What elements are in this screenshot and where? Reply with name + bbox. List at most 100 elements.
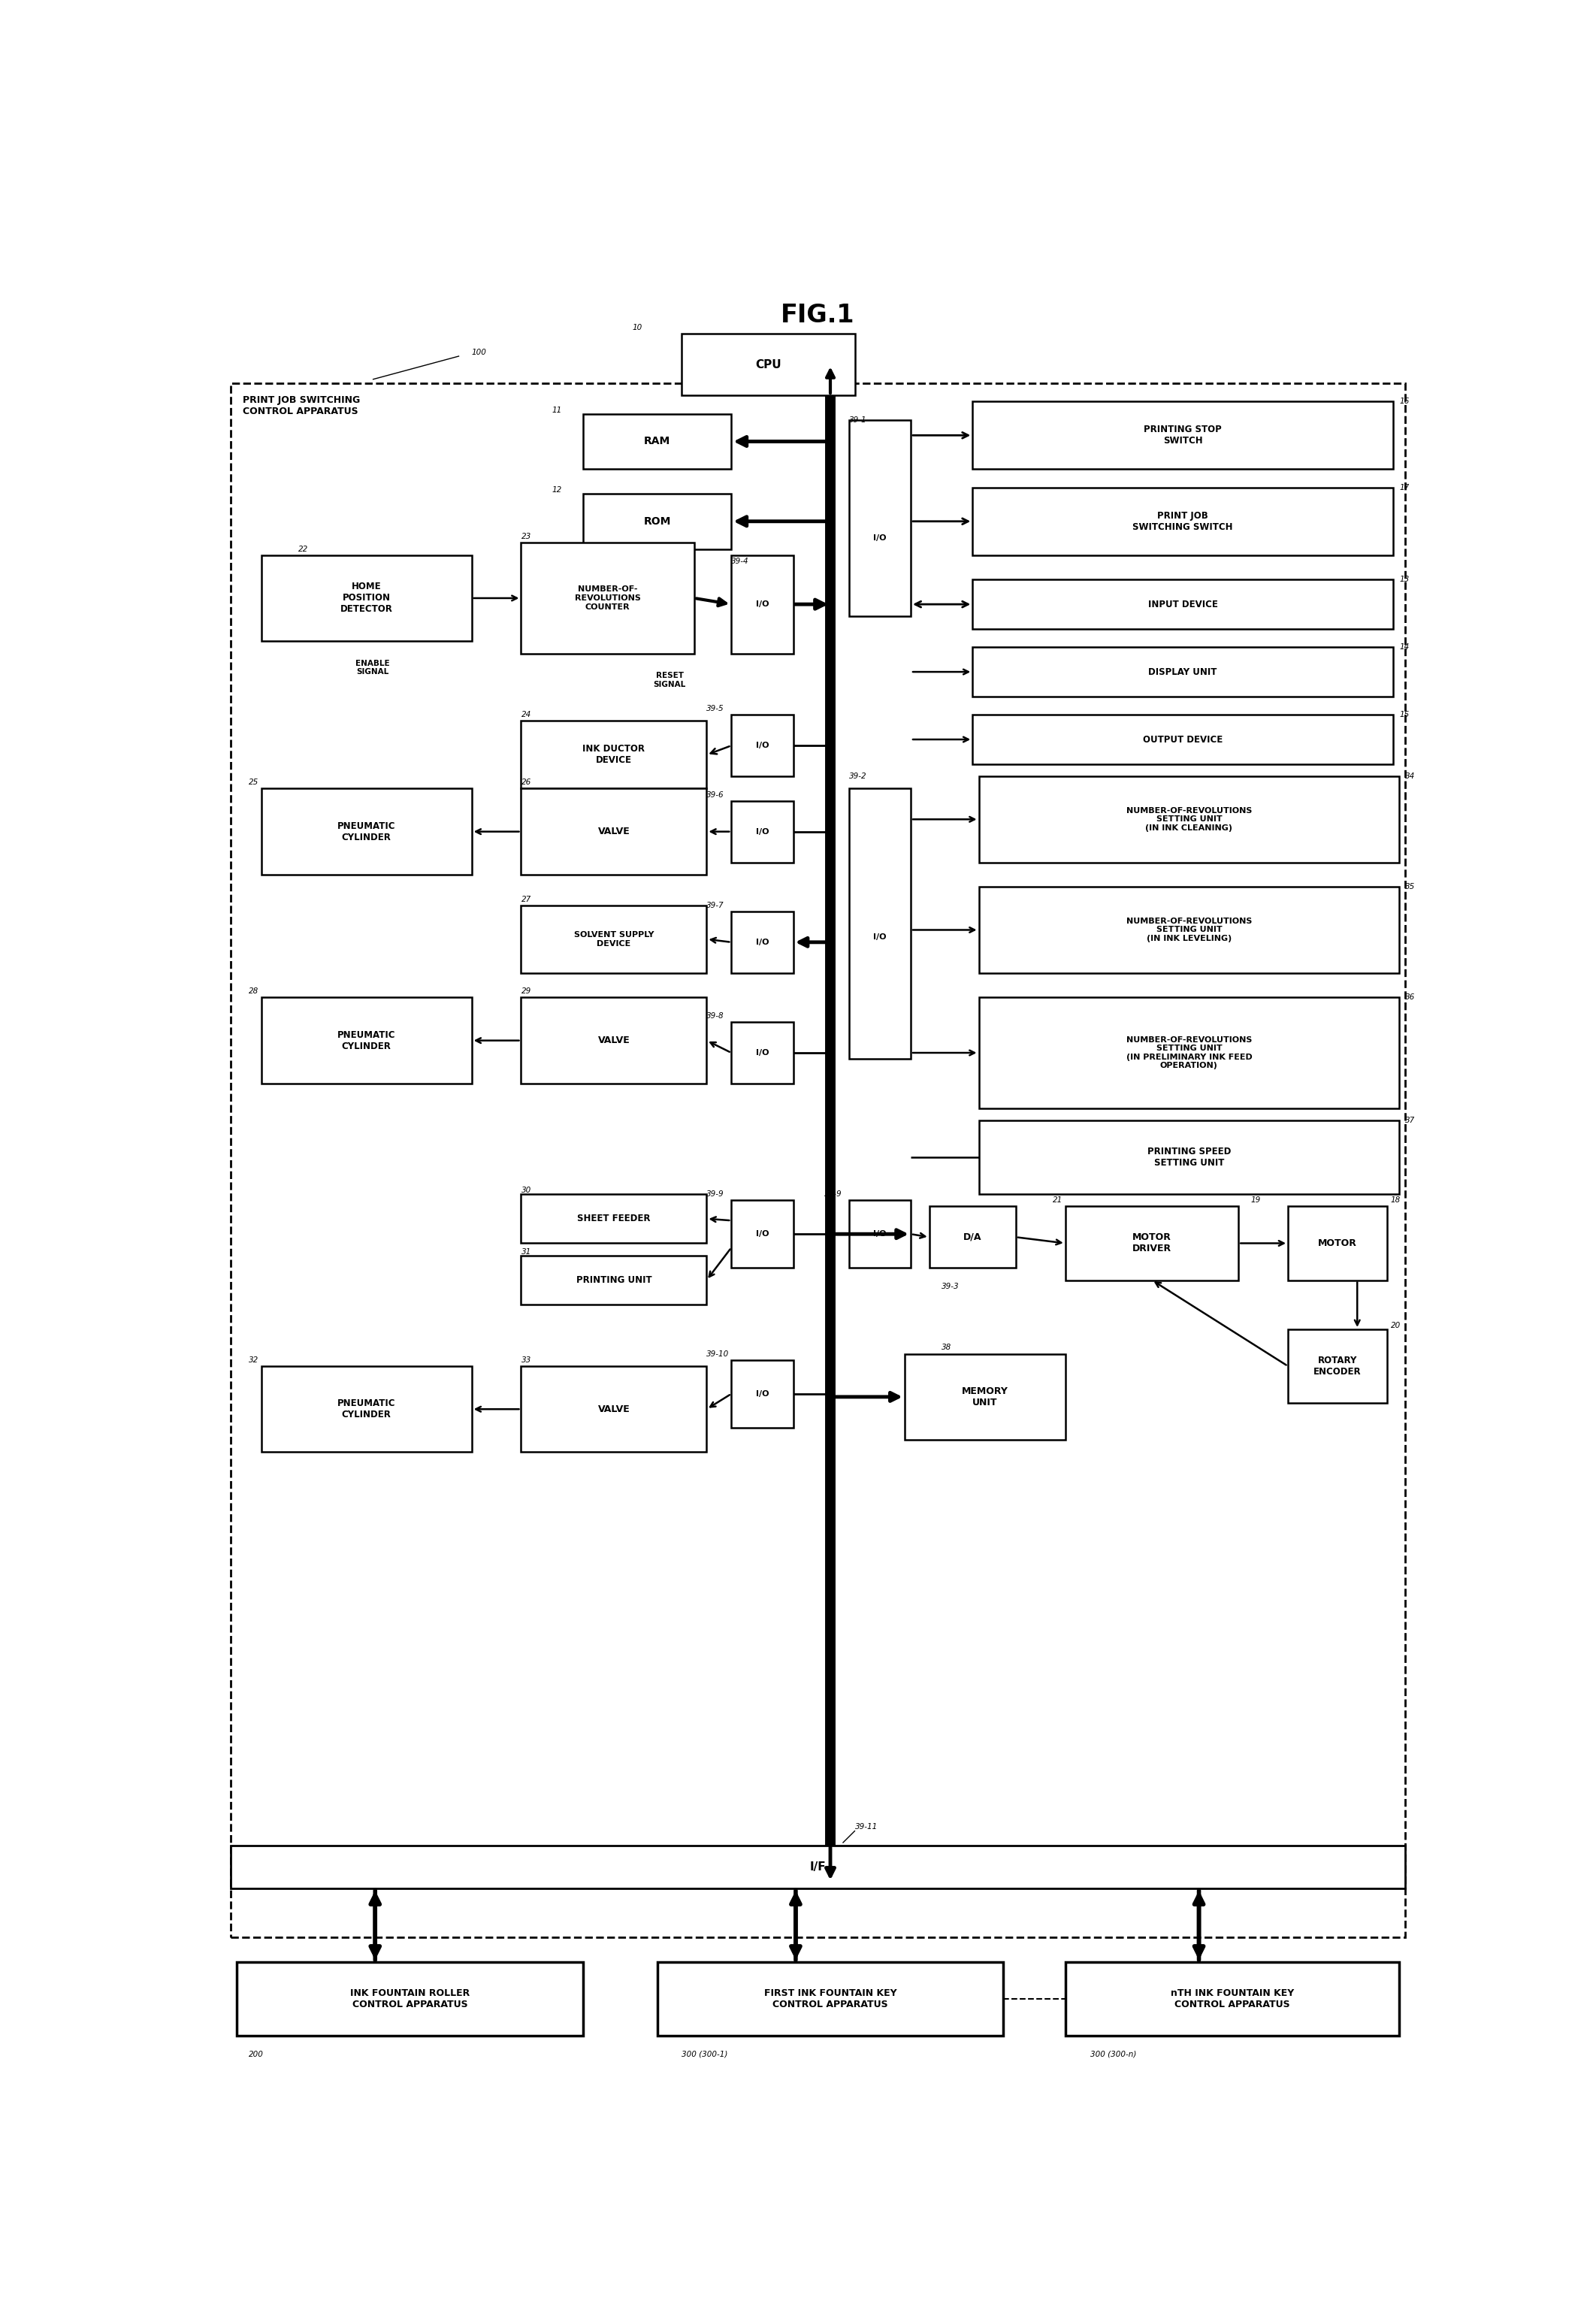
Text: RAM: RAM: [643, 437, 670, 446]
Text: 29: 29: [520, 987, 531, 996]
Text: CPU: CPU: [755, 360, 782, 369]
Bar: [978, 776, 1400, 861]
Bar: [905, 1354, 1066, 1440]
Bar: [681, 334, 855, 395]
Text: 26: 26: [520, 778, 531, 787]
Text: 11: 11: [552, 406, 562, 413]
Text: NUMBER-OF-REVOLUTIONS
SETTING UNIT
(IN INK LEVELING): NUMBER-OF-REVOLUTIONS SETTING UNIT (IN I…: [1127, 917, 1251, 943]
Text: 20: 20: [1390, 1321, 1401, 1331]
Text: 35: 35: [1406, 882, 1416, 892]
Bar: [520, 998, 707, 1084]
Text: PNEUMATIC
CYLINDER: PNEUMATIC CYLINDER: [337, 1031, 396, 1052]
Bar: [236, 1962, 583, 2036]
Text: OUTPUT DEVICE: OUTPUT DEVICE: [1143, 734, 1223, 745]
Text: 17: 17: [1400, 483, 1409, 492]
Text: 39-5: 39-5: [707, 706, 725, 713]
Bar: [731, 715, 793, 776]
Text: NUMBER-OF-REVOLUTIONS
SETTING UNIT
(IN PRELIMINARY INK FEED
OPERATION): NUMBER-OF-REVOLUTIONS SETTING UNIT (IN P…: [1127, 1036, 1251, 1070]
Text: HOME
POSITION
DETECTOR: HOME POSITION DETECTOR: [340, 583, 393, 615]
Text: FIRST INK FOUNTAIN KEY
CONTROL APPARATUS: FIRST INK FOUNTAIN KEY CONTROL APPARATUS: [764, 1988, 897, 2009]
Bar: [1288, 1328, 1387, 1402]
Text: 36: 36: [1406, 994, 1416, 1001]
Bar: [262, 998, 472, 1084]
Bar: [520, 906, 707, 973]
Bar: [731, 1200, 793, 1268]
Text: PRINT JOB SWITCHING
CONTROL APPARATUS: PRINT JOB SWITCHING CONTROL APPARATUS: [243, 395, 361, 416]
Text: 13: 13: [1400, 576, 1409, 583]
Bar: [972, 488, 1393, 555]
Text: 39-2: 39-2: [849, 773, 867, 780]
Bar: [978, 887, 1400, 973]
Bar: [731, 1022, 793, 1084]
Text: VALVE: VALVE: [598, 1405, 630, 1414]
Bar: [972, 402, 1393, 469]
Text: I/O: I/O: [757, 1231, 769, 1238]
Bar: [262, 789, 472, 875]
Text: DISPLAY UNIT: DISPLAY UNIT: [1149, 666, 1218, 676]
Text: 39-11: 39-11: [855, 1823, 878, 1830]
Text: 34: 34: [1406, 773, 1416, 780]
Text: 37: 37: [1406, 1117, 1416, 1124]
Bar: [583, 495, 731, 548]
Bar: [262, 1365, 472, 1451]
Text: PRINTING STOP
SWITCH: PRINTING STOP SWITCH: [1144, 425, 1223, 446]
Bar: [731, 913, 793, 973]
Bar: [658, 1962, 1004, 2036]
Bar: [520, 543, 694, 652]
Text: SOLVENT SUPPLY
DEVICE: SOLVENT SUPPLY DEVICE: [575, 931, 654, 947]
Text: 19: 19: [1251, 1196, 1261, 1205]
Text: nTH INK FOUNTAIN KEY
CONTROL APPARATUS: nTH INK FOUNTAIN KEY CONTROL APPARATUS: [1170, 1988, 1294, 2009]
Text: 22: 22: [298, 546, 308, 553]
Text: VALVE: VALVE: [598, 827, 630, 836]
Text: 39-3: 39-3: [942, 1282, 959, 1291]
Text: 23: 23: [520, 534, 531, 541]
Text: 38: 38: [942, 1344, 951, 1351]
Text: 16: 16: [1400, 397, 1409, 406]
Bar: [1066, 1962, 1400, 2036]
Text: 200: 200: [249, 2050, 263, 2057]
Bar: [849, 1200, 911, 1268]
Text: NUMBER-OF-REVOLUTIONS
SETTING UNIT
(IN INK CLEANING): NUMBER-OF-REVOLUTIONS SETTING UNIT (IN I…: [1127, 806, 1251, 831]
Bar: [849, 420, 911, 618]
Bar: [731, 555, 793, 652]
Text: MEMORY
UNIT: MEMORY UNIT: [962, 1386, 1009, 1407]
Text: 31: 31: [520, 1249, 531, 1256]
Text: D/A: D/A: [964, 1233, 982, 1242]
Text: 39-9: 39-9: [707, 1191, 725, 1198]
Text: 33: 33: [520, 1356, 531, 1363]
Bar: [731, 801, 793, 861]
Text: ROTARY
ENCODER: ROTARY ENCODER: [1314, 1356, 1361, 1377]
Text: 100: 100: [472, 348, 487, 355]
Text: 39-10: 39-10: [707, 1349, 729, 1358]
Text: 18: 18: [1390, 1196, 1401, 1205]
Text: FIG.1: FIG.1: [780, 304, 855, 327]
Text: 15: 15: [1400, 711, 1409, 717]
Text: 39-6: 39-6: [707, 792, 725, 799]
Text: I/O: I/O: [757, 601, 769, 608]
Bar: [583, 413, 731, 469]
Bar: [262, 555, 472, 641]
Text: 39-4: 39-4: [731, 557, 749, 564]
Bar: [972, 580, 1393, 629]
Text: PRINT JOB
SWITCHING SWITCH: PRINT JOB SWITCHING SWITCH: [1133, 511, 1234, 532]
Text: 39-8: 39-8: [707, 1012, 725, 1019]
Bar: [1066, 1207, 1238, 1279]
Bar: [929, 1207, 1017, 1268]
Bar: [230, 1846, 1406, 1888]
Text: PNEUMATIC
CYLINDER: PNEUMATIC CYLINDER: [337, 1398, 396, 1419]
Text: I/O: I/O: [873, 1231, 886, 1238]
Text: 39-9: 39-9: [824, 1191, 841, 1198]
Bar: [972, 715, 1393, 764]
Text: VALVE: VALVE: [598, 1036, 630, 1045]
Bar: [731, 1361, 793, 1428]
Text: 30: 30: [520, 1187, 531, 1194]
Text: 28: 28: [249, 987, 259, 996]
Bar: [520, 789, 707, 875]
Text: 39-1: 39-1: [849, 416, 867, 423]
Text: 27: 27: [520, 896, 531, 903]
Bar: [978, 998, 1400, 1108]
Text: 300 (300-1): 300 (300-1): [681, 2050, 728, 2057]
Text: I/O: I/O: [757, 938, 769, 945]
Text: I/O: I/O: [873, 933, 886, 940]
Text: INK FOUNTAIN ROLLER
CONTROL APPARATUS: INK FOUNTAIN ROLLER CONTROL APPARATUS: [350, 1988, 469, 2009]
